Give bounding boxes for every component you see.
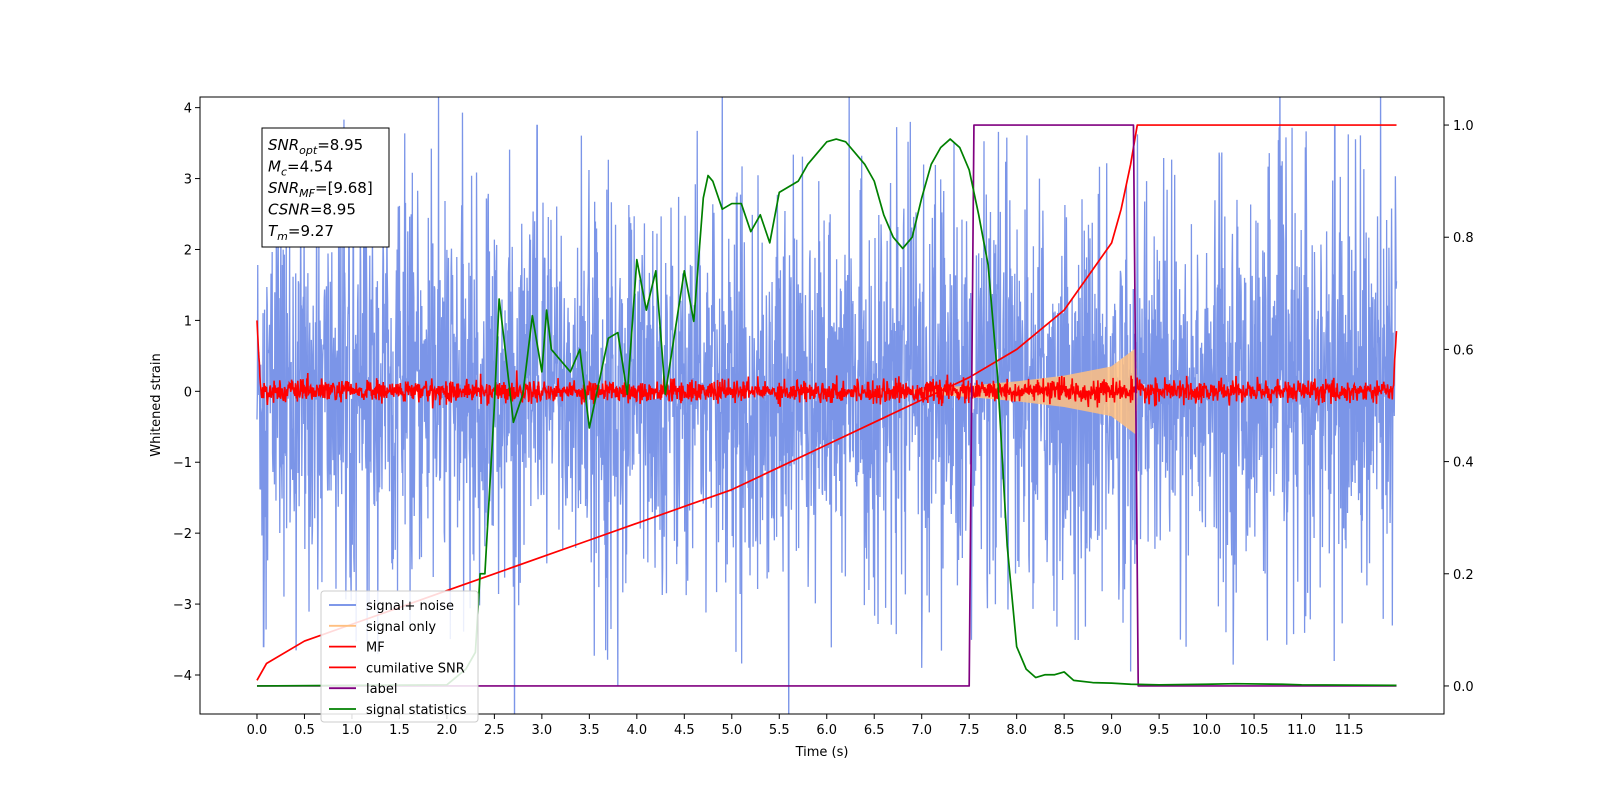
y-axis-label: Whitened strain — [149, 353, 164, 456]
x-tick-label: 7.5 — [959, 723, 980, 738]
y-tick-label: −3 — [173, 598, 192, 613]
x-tick-label: 8.0 — [1006, 723, 1027, 738]
y2-tick-label: 0.6 — [1453, 343, 1474, 358]
x-tick-label: 10.5 — [1240, 723, 1269, 738]
x-tick-label: 0.0 — [247, 723, 268, 738]
x-tick-label: 5.0 — [721, 723, 742, 738]
legend-entry: signal+ noise — [366, 599, 454, 614]
series-mf-line — [256, 320, 1398, 409]
x-tick-label: 6.5 — [864, 723, 885, 738]
y2-tick-label: 0.0 — [1453, 680, 1474, 695]
x-axis: 0.0 0.5 1.0 1.5 2.0 2.5 3.0 3.5 4.0 4.5 5.0 5.5 6.0 6… — [247, 714, 1364, 738]
y-tick-label: 3 — [184, 173, 192, 188]
x-tick-label: 1.5 — [389, 723, 410, 738]
x-tick-label: 9.5 — [1149, 723, 1170, 738]
y2-tick-label: 1.0 — [1453, 119, 1474, 134]
y2-tick-label: 0.8 — [1453, 231, 1474, 246]
y2-tick-label: 0.2 — [1453, 568, 1474, 583]
x-tick-label: 4.5 — [674, 723, 695, 738]
x-axis-label: Time (s) — [795, 745, 849, 760]
annotation-line: SNRopt=8.95 — [268, 136, 363, 157]
legend-entry: signal only — [366, 620, 436, 635]
annotation-line: Mc=4.54 — [268, 158, 333, 179]
y2-tick-label: 0.4 — [1453, 456, 1474, 471]
series-signal-statistics-line — [256, 138, 1397, 687]
plot-frame — [199, 96, 1445, 715]
x-tick-label: 3.0 — [532, 723, 553, 738]
x-tick-label: 5.5 — [769, 723, 790, 738]
y-tick-label: −4 — [173, 669, 192, 684]
legend-frame — [320, 590, 479, 723]
x-tick-label: 8.5 — [1054, 723, 1075, 738]
y-tick-label: 1 — [184, 314, 192, 329]
annotation-line: Tm=9.27 — [268, 222, 334, 243]
y-tick-label: 2 — [184, 243, 192, 258]
y-tick-label: 4 — [184, 102, 192, 117]
x-tick-label: 4.0 — [626, 723, 647, 738]
legend-entry: cumilative SNR — [366, 661, 465, 676]
y-axis-left: −4 −3 −2 −1 0 1 2 3 4 — [173, 102, 200, 684]
series-signal-noise-line — [256, 97, 1398, 714]
x-tick-label: 6.0 — [816, 723, 837, 738]
x-tick-label: 9.0 — [1101, 723, 1122, 738]
x-tick-label: 2.5 — [484, 723, 505, 738]
x-tick-label: 11.0 — [1287, 723, 1316, 738]
x-tick-label: 0.5 — [294, 723, 315, 738]
y-axis-right: 0.0 0.2 0.4 0.6 0.8 1.0 — [1444, 119, 1474, 695]
x-tick-label: 11.5 — [1335, 723, 1364, 738]
x-tick-label: 7.0 — [911, 723, 932, 738]
x-tick-label: 10.0 — [1192, 723, 1221, 738]
x-tick-label: 1.0 — [342, 723, 363, 738]
legend: signal+ noise signal only MF cumilative SNR… — [320, 590, 479, 723]
series-label-line — [256, 124, 1397, 687]
legend-entry: label — [366, 682, 397, 697]
y-tick-label: −1 — [173, 456, 192, 471]
annotation-line: CSNR=8.95 — [268, 201, 356, 219]
legend-entry: MF — [366, 641, 385, 656]
legend-entry: signal statistics — [366, 703, 467, 718]
y-tick-label: −2 — [173, 527, 192, 542]
x-tick-label: 3.5 — [579, 723, 600, 738]
annotation-box-frame — [261, 127, 390, 248]
y-tick-label: 0 — [184, 385, 192, 400]
x-tick-label: 2.0 — [437, 723, 458, 738]
annotation-line: SNRMF=[9.68] — [268, 179, 373, 200]
